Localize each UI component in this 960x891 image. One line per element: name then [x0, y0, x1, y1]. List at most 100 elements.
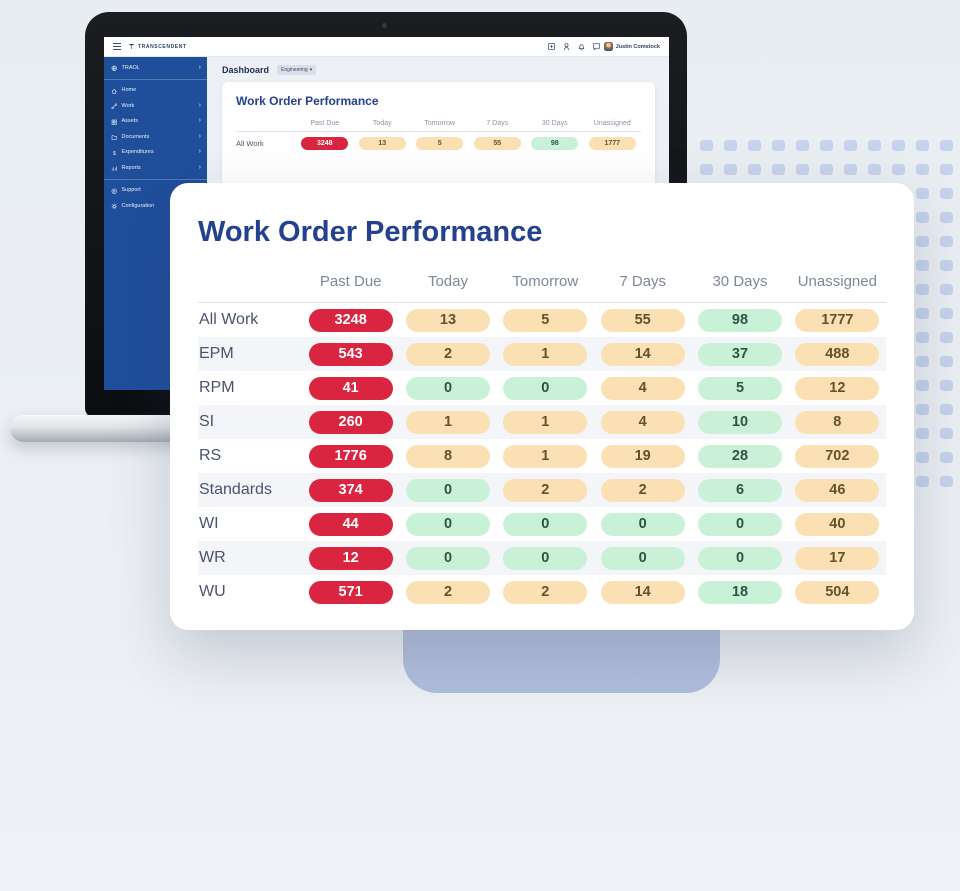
status-pill: 0 [405, 478, 490, 502]
sidebar-item-label: Expenditures [121, 149, 154, 156]
transcendent-logo-icon [128, 43, 135, 49]
dot [916, 236, 929, 247]
status-pill: 1 [503, 410, 588, 434]
corner-cell [198, 273, 302, 290]
notifications-bell-icon[interactable] [577, 42, 586, 51]
sidebar-item-configuration[interactable]: Configuration [104, 198, 207, 214]
status-pill: 37 [697, 342, 782, 366]
row-label: WI [199, 515, 219, 532]
mini-status-pill: 1777 [588, 137, 636, 150]
status-pill: 2 [600, 478, 685, 502]
row-label: WR [199, 549, 226, 566]
support-icon [111, 181, 118, 199]
dot [724, 140, 737, 151]
mini-column-header: Unassigned [593, 120, 631, 127]
table-row: WR 12 0 0 0 0 17 [198, 541, 886, 575]
sidebar-item-home[interactable]: Home [104, 83, 207, 99]
column-header: 30 Days [712, 273, 768, 290]
status-pill: 0 [405, 376, 490, 400]
status-pill: 12 [308, 546, 393, 570]
row-label: WU [199, 583, 226, 600]
dot [940, 188, 953, 199]
filter-label: Engineering [281, 67, 308, 73]
table-row: SI 260 1 1 4 10 8 [198, 405, 886, 439]
dot [796, 140, 809, 151]
brand-logo: TRANSCENDENT [128, 43, 187, 50]
user-avatar[interactable] [603, 42, 613, 51]
dot [700, 164, 713, 175]
sidebar-item-label: Documents [121, 133, 150, 140]
engineering-filter-dropdown[interactable]: Engineering ▾ [277, 65, 317, 75]
app-topbar: TRANSCENDENT Justin Comstock [104, 37, 669, 57]
dot [916, 452, 929, 463]
dot [940, 356, 953, 367]
status-pill: 2 [503, 580, 588, 604]
mini-column-header: Today [372, 120, 392, 127]
user-name[interactable]: Justin Comstock [615, 43, 660, 50]
laptop-webcam [382, 23, 387, 28]
add-icon[interactable] [547, 42, 556, 51]
dot [820, 140, 833, 151]
sidebar-item-label: Work [121, 102, 135, 109]
status-pill: 28 [697, 444, 782, 468]
sidebar-item-work[interactable]: Work › [104, 98, 207, 114]
status-pill: 5 [697, 376, 782, 400]
status-pill: 504 [795, 580, 880, 604]
dot [892, 164, 905, 175]
status-pill: 1777 [795, 308, 880, 332]
status-pill: 13 [405, 308, 490, 332]
status-pill: 98 [697, 308, 782, 332]
mini-column-header: Past Due [310, 120, 340, 127]
mini-status-pill: 13 [358, 137, 406, 150]
dot [868, 140, 881, 151]
status-pill: 41 [308, 376, 393, 400]
chart-icon [111, 159, 118, 177]
table-row: EPM 543 2 1 14 37 488 [198, 337, 886, 371]
status-pill: 2 [503, 478, 588, 502]
status-pill: 12 [795, 376, 880, 400]
dot [940, 476, 953, 487]
status-pill: 17 [795, 546, 880, 570]
dot [748, 164, 761, 175]
table-row: All Work 3248 13 5 55 98 1777 [198, 303, 886, 337]
hamburger-menu-icon[interactable] [113, 43, 121, 50]
sidebar-item-expenditures[interactable]: $ Expenditures › [104, 145, 207, 161]
dot [916, 476, 929, 487]
work-order-table: Past Due Today Tomorrow 7 Days 30 Days Unassi… [198, 273, 886, 609]
dot [892, 140, 905, 151]
sidebar-item-documents[interactable]: Documents › [104, 129, 207, 145]
status-pill: 1 [405, 410, 490, 434]
profile-badge-icon[interactable] [562, 42, 571, 51]
sidebar-item-label: TRAOL [121, 64, 140, 71]
mini-status-pill: 5 [416, 137, 464, 150]
status-pill: 1 [503, 444, 588, 468]
dot [940, 452, 953, 463]
row-label: RS [199, 447, 222, 464]
table-body: All Work 3248 13 5 55 98 1777 EPM 543 2 1 14 37 488 RP… [198, 303, 886, 609]
column-header: Tomorrow [512, 273, 579, 290]
sidebar-item-support[interactable]: Support [104, 183, 207, 199]
status-pill: 46 [795, 478, 880, 502]
dot [916, 284, 929, 295]
dot [916, 260, 929, 271]
sidebar-item-reports[interactable]: Reports › [104, 160, 207, 176]
dot [916, 212, 929, 223]
chevron-right-icon: › [198, 148, 201, 156]
sidebar-divider [104, 178, 207, 180]
dot [940, 428, 953, 439]
mini-status-pill: 55 [473, 137, 521, 150]
page-title: Dashboard [222, 65, 270, 75]
status-pill: 55 [600, 308, 685, 332]
wrench-icon [111, 97, 118, 115]
mini-card-title: Work Order Performance [236, 94, 379, 108]
dollar-icon: $ [111, 143, 118, 161]
status-pill: 40 [795, 512, 880, 536]
sidebar-item-traol[interactable]: TRAOL › [104, 60, 207, 76]
header-divider [236, 131, 641, 132]
sidebar-item-assets[interactable]: Assets › [104, 114, 207, 130]
status-pill: 14 [600, 342, 685, 366]
dot [940, 212, 953, 223]
messages-icon[interactable] [592, 42, 601, 51]
status-pill: 4 [600, 376, 685, 400]
gear-icon [111, 197, 118, 215]
